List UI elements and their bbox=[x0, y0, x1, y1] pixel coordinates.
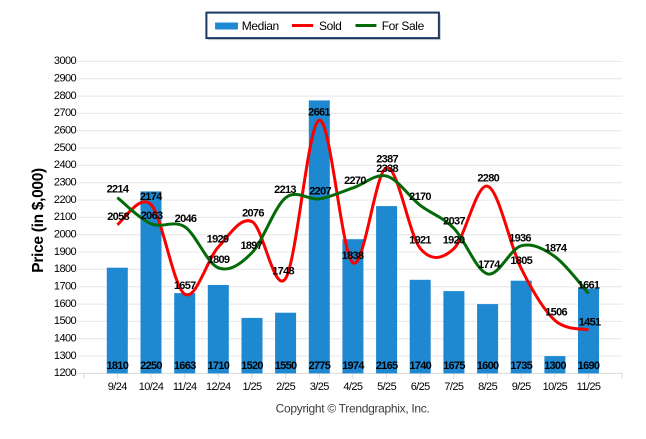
svg-text:2700: 2700 bbox=[54, 107, 77, 119]
svg-text:2775: 2775 bbox=[308, 360, 330, 372]
svg-text:1200: 1200 bbox=[54, 367, 77, 379]
svg-text:1500: 1500 bbox=[54, 315, 77, 327]
svg-text:7/25: 7/25 bbox=[444, 381, 463, 393]
svg-text:1809: 1809 bbox=[208, 254, 230, 266]
svg-text:2174: 2174 bbox=[140, 191, 163, 203]
svg-text:2900: 2900 bbox=[54, 73, 77, 85]
svg-text:1921: 1921 bbox=[409, 235, 431, 247]
svg-text:9/24: 9/24 bbox=[108, 381, 127, 393]
svg-text:2207: 2207 bbox=[309, 186, 331, 198]
svg-text:4/25: 4/25 bbox=[343, 381, 362, 393]
svg-text:1690: 1690 bbox=[578, 360, 600, 372]
svg-text:1710: 1710 bbox=[207, 360, 229, 372]
svg-text:11/24: 11/24 bbox=[173, 381, 197, 393]
svg-text:2600: 2600 bbox=[54, 125, 77, 137]
svg-text:2661: 2661 bbox=[308, 107, 330, 119]
svg-text:1550: 1550 bbox=[275, 360, 297, 372]
svg-text:10/24: 10/24 bbox=[139, 381, 164, 393]
svg-text:1300: 1300 bbox=[54, 350, 77, 362]
svg-text:2200: 2200 bbox=[54, 194, 77, 206]
svg-text:1810: 1810 bbox=[106, 360, 128, 372]
svg-text:1936: 1936 bbox=[509, 232, 531, 244]
svg-text:1600: 1600 bbox=[54, 298, 77, 310]
svg-text:1800: 1800 bbox=[54, 263, 77, 275]
svg-text:12/24: 12/24 bbox=[206, 381, 231, 393]
svg-text:2046: 2046 bbox=[175, 213, 197, 225]
svg-text:1661: 1661 bbox=[578, 280, 600, 292]
svg-text:Copyright © Trendgraphix, Inc.: Copyright © Trendgraphix, Inc. bbox=[276, 401, 430, 415]
svg-text:1874: 1874 bbox=[545, 243, 568, 255]
svg-text:2338: 2338 bbox=[376, 163, 398, 175]
svg-text:2170: 2170 bbox=[409, 191, 431, 203]
svg-text:5/25: 5/25 bbox=[377, 381, 396, 393]
svg-text:1774: 1774 bbox=[478, 259, 501, 271]
svg-text:9/25: 9/25 bbox=[512, 381, 531, 393]
svg-text:1748: 1748 bbox=[272, 266, 294, 278]
svg-text:1805: 1805 bbox=[510, 255, 532, 267]
svg-text:2387: 2387 bbox=[376, 153, 398, 165]
svg-text:Price (in $,000): Price (in $,000) bbox=[30, 168, 47, 273]
svg-text:11/25: 11/25 bbox=[577, 381, 601, 393]
svg-text:1700: 1700 bbox=[54, 281, 77, 293]
svg-text:1600: 1600 bbox=[477, 360, 499, 372]
svg-text:2300: 2300 bbox=[54, 177, 77, 189]
svg-text:2213: 2213 bbox=[274, 184, 296, 196]
svg-text:1675: 1675 bbox=[443, 360, 465, 372]
svg-text:1920: 1920 bbox=[443, 235, 465, 247]
svg-text:1506: 1506 bbox=[545, 306, 567, 318]
svg-text:2100: 2100 bbox=[54, 211, 77, 223]
svg-text:1897: 1897 bbox=[240, 240, 262, 252]
svg-text:1/25: 1/25 bbox=[242, 381, 261, 393]
svg-text:1400: 1400 bbox=[54, 333, 77, 345]
svg-text:2076: 2076 bbox=[242, 208, 264, 220]
svg-text:2058: 2058 bbox=[107, 211, 129, 223]
svg-text:3/25: 3/25 bbox=[310, 381, 329, 393]
svg-text:2063: 2063 bbox=[141, 210, 163, 222]
svg-text:For Sale: For Sale bbox=[382, 19, 425, 33]
svg-text:2/25: 2/25 bbox=[276, 381, 295, 393]
svg-text:1974: 1974 bbox=[342, 360, 365, 372]
svg-text:1900: 1900 bbox=[54, 246, 77, 258]
svg-text:1520: 1520 bbox=[241, 360, 263, 372]
svg-text:1929: 1929 bbox=[207, 233, 229, 245]
svg-text:2500: 2500 bbox=[54, 142, 77, 154]
svg-text:2165: 2165 bbox=[376, 360, 398, 372]
svg-text:1740: 1740 bbox=[409, 360, 431, 372]
svg-text:2214: 2214 bbox=[107, 184, 130, 196]
svg-text:2250: 2250 bbox=[140, 360, 162, 372]
svg-text:Sold: Sold bbox=[319, 19, 341, 33]
svg-text:2280: 2280 bbox=[477, 172, 499, 184]
svg-text:Median: Median bbox=[242, 19, 279, 33]
svg-text:3000: 3000 bbox=[54, 55, 77, 67]
svg-text:1300: 1300 bbox=[544, 360, 566, 372]
svg-text:1451: 1451 bbox=[579, 316, 601, 328]
svg-text:10/25: 10/25 bbox=[543, 381, 568, 393]
svg-text:1735: 1735 bbox=[510, 360, 532, 372]
svg-text:2400: 2400 bbox=[54, 159, 77, 171]
svg-text:6/25: 6/25 bbox=[411, 381, 430, 393]
svg-text:2800: 2800 bbox=[54, 90, 77, 102]
svg-text:1663: 1663 bbox=[174, 360, 196, 372]
svg-text:1838: 1838 bbox=[342, 250, 364, 262]
svg-text:2270: 2270 bbox=[344, 175, 366, 187]
svg-text:8/25: 8/25 bbox=[478, 381, 497, 393]
svg-text:2037: 2037 bbox=[443, 216, 465, 228]
svg-text:2000: 2000 bbox=[54, 229, 77, 241]
svg-text:1657: 1657 bbox=[174, 280, 196, 292]
